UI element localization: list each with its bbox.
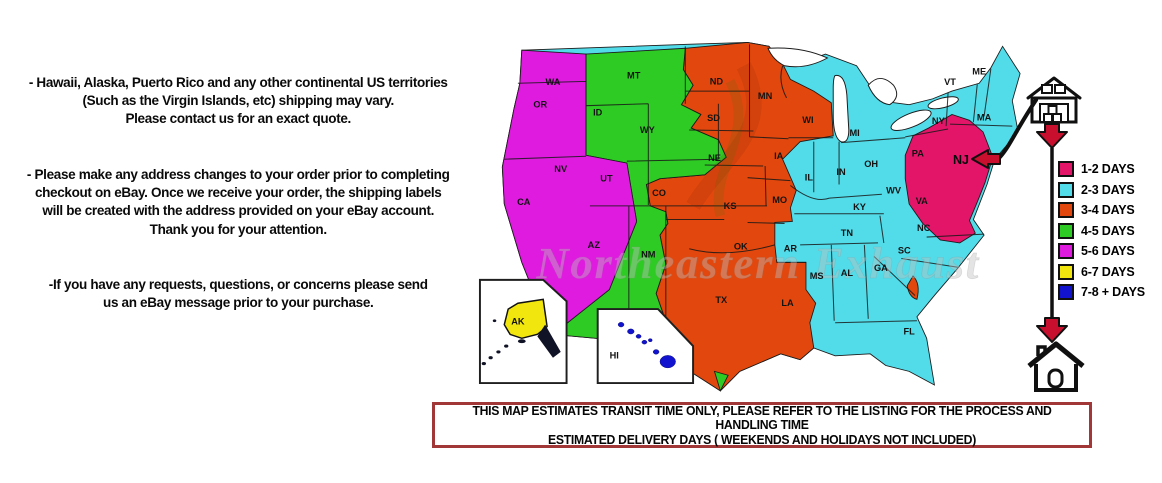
- state-label-ar: AR: [784, 244, 798, 254]
- house-icon: [1027, 341, 1085, 392]
- legend-label: 2-3 DAYS: [1081, 182, 1135, 197]
- hawaii-inset: HI: [596, 308, 695, 385]
- state-label-ky: KY: [853, 202, 867, 212]
- state-label-ne: NE: [708, 153, 721, 163]
- great-lakes: [767, 47, 959, 143]
- legend-label: 3-4 DAYS: [1081, 203, 1135, 218]
- state-borders: [504, 44, 1013, 341]
- lake-superior: [767, 47, 829, 68]
- state-label-oh: OH: [864, 159, 878, 169]
- legend-label: 5-6 DAYS: [1081, 244, 1135, 259]
- state-label-co: CO: [652, 188, 666, 198]
- state-labels: WA OR CA NV ID MT WY UT CO AZ NM ND SD NE KS OK TX MN WI IA…: [517, 67, 992, 337]
- alaska-inset: AK: [478, 278, 568, 385]
- state-label-tx: TX: [715, 295, 728, 305]
- arrow-down-from-warehouse: [1036, 123, 1068, 149]
- warehouse-icon: [1026, 76, 1082, 124]
- state-label-ut: UT: [600, 174, 613, 184]
- zone-1-2-days-northeast: [904, 113, 994, 244]
- state-label-al: AL: [841, 268, 854, 278]
- state-label-sc: SC: [898, 246, 911, 256]
- state-label-il: IL: [805, 173, 814, 183]
- legend-swatch: [1058, 284, 1074, 301]
- state-label-ak: AK: [511, 317, 525, 327]
- legend-swatch: [1058, 263, 1074, 280]
- state-label-ma: MA: [977, 112, 992, 122]
- state-label-tn: TN: [841, 228, 854, 238]
- watermark-swirl: [686, 62, 762, 217]
- disclaimer-line-1: THIS MAP ESTIMATES TRANSIT TIME ONLY, PL…: [472, 403, 1052, 432]
- aleutian-islands: [481, 319, 526, 366]
- legend-label: 4-5 DAYS: [1081, 223, 1135, 238]
- state-label-ok: OK: [734, 242, 748, 252]
- zone-orange-ga-coast: [906, 275, 919, 300]
- zone-green-tx-tip: [713, 370, 729, 393]
- state-label-wi: WI: [802, 115, 813, 125]
- legend-swatch: [1058, 161, 1074, 178]
- state-label-fl: FL: [903, 326, 915, 336]
- transit-legend: 1-2 DAYS 2-3 DAYS 3-4 DAYS 4-5 DAYS 5-6 DAYS…: [1058, 159, 1145, 303]
- legend-item: 2-3 DAYS: [1058, 180, 1145, 201]
- lake-michigan: [832, 74, 850, 143]
- note-address-changes: - Please make any address changes to you…: [26, 167, 450, 237]
- state-label-va: VA: [916, 196, 928, 206]
- state-label-ms: MS: [810, 271, 824, 281]
- hawaii-islands: [617, 322, 676, 369]
- state-label-nv: NV: [554, 164, 568, 174]
- legend-label: 6-7 DAYS: [1081, 264, 1135, 279]
- alaska-shape: [503, 298, 548, 340]
- legend-item: 6-7 DAYS: [1058, 262, 1145, 283]
- state-label-in: IN: [836, 167, 846, 177]
- state-label-mt: MT: [627, 70, 641, 80]
- disclaimer-banner: THIS MAP ESTIMATES TRANSIT TIME ONLY, PL…: [432, 402, 1092, 448]
- state-label-wy: WY: [640, 125, 656, 135]
- legend-item: 3-4 DAYS: [1058, 200, 1145, 221]
- legend-swatch: [1058, 222, 1074, 239]
- legend-swatch: [1058, 181, 1074, 198]
- state-label-me: ME: [972, 67, 986, 77]
- legend-item: 5-6 DAYS: [1058, 241, 1145, 262]
- alaska-panhandle: [537, 324, 561, 358]
- state-label-mn: MN: [758, 91, 773, 101]
- state-label-la: LA: [781, 298, 794, 308]
- lake-ontario: [927, 96, 959, 110]
- state-label-mo: MO: [772, 195, 787, 205]
- note-contact: -If you have any requests, questions, or…: [48, 277, 428, 311]
- legend-item: 1-2 DAYS: [1058, 159, 1145, 180]
- legend-label: 1-2 DAYS: [1081, 162, 1135, 177]
- state-label-nc: NC: [917, 223, 931, 233]
- lake-erie: [890, 109, 932, 131]
- state-label-or: OR: [533, 100, 547, 110]
- legend-swatch: [1058, 243, 1074, 260]
- legend-label: 7-8 + DAYS: [1081, 285, 1145, 300]
- state-label-ks: KS: [724, 201, 737, 211]
- legend-swatch: [1058, 202, 1074, 219]
- lake-huron: [867, 77, 898, 106]
- state-label-az: AZ: [588, 240, 601, 250]
- state-label-ga: GA: [874, 263, 888, 273]
- state-label-vt: VT: [944, 77, 956, 87]
- arrow-down-to-house: [1036, 317, 1068, 343]
- legend-item: 4-5 DAYS: [1058, 221, 1145, 242]
- legend-item: 7-8 + DAYS: [1058, 282, 1145, 303]
- state-label-hi: HI: [610, 351, 619, 361]
- state-label-id: ID: [593, 107, 603, 117]
- disclaimer-line-2: ESTIMATED DELIVERY DAYS ( WEEKENDS AND H…: [548, 432, 976, 447]
- us-transit-map: Northeastern Exhaust AK HI: [478, 41, 1021, 393]
- state-label-nm: NM: [641, 249, 656, 259]
- state-label-wv: WV: [886, 185, 902, 195]
- note-territories: - Hawaii, Alaska, Puerto Rico and any ot…: [28, 75, 448, 127]
- state-label-ia: IA: [774, 151, 784, 161]
- state-label-ny: NY: [932, 116, 946, 126]
- state-label-mi: MI: [850, 128, 860, 138]
- state-label-wa: WA: [546, 77, 561, 87]
- state-label-ca: CA: [517, 197, 531, 207]
- state-label-pa: PA: [912, 148, 924, 158]
- state-label-sd: SD: [707, 113, 720, 123]
- state-label-nd: ND: [710, 76, 724, 86]
- watermark-text: Northeastern Exhaust: [535, 238, 979, 288]
